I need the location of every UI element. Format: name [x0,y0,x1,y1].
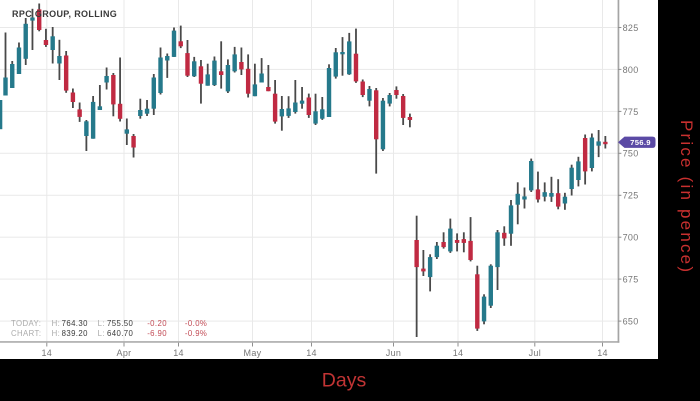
svg-text:775: 775 [623,107,639,117]
svg-text:Jun: Jun [386,348,401,358]
svg-text:H:: H: [52,329,61,338]
svg-text:-0.0%: -0.0% [185,319,207,328]
svg-text:756.9: 756.9 [630,138,651,147]
svg-text:755.50: 755.50 [107,319,134,328]
svg-text:May: May [244,348,262,358]
svg-text:H:: H: [52,319,61,328]
svg-text:800: 800 [623,65,639,75]
svg-text:-0.20: -0.20 [147,319,167,328]
svg-text:-6.90: -6.90 [147,329,167,338]
svg-text:14: 14 [453,348,464,358]
svg-text:RPC GROUP, ROLLING: RPC GROUP, ROLLING [12,9,117,19]
svg-text:L:: L: [98,319,105,328]
svg-text:700: 700 [623,233,639,243]
svg-text:640.70: 640.70 [107,329,134,338]
svg-text:14: 14 [306,348,317,358]
svg-text:825: 825 [623,23,639,33]
svg-text:750: 750 [623,149,639,159]
svg-text:764.30: 764.30 [62,319,89,328]
svg-text:14: 14 [173,348,184,358]
svg-text:CHART:: CHART: [11,329,41,338]
svg-text:Apr: Apr [117,348,132,358]
svg-text:14: 14 [597,348,608,358]
svg-text:725: 725 [623,191,639,201]
svg-text:650: 650 [623,317,639,327]
svg-text:14: 14 [41,348,52,358]
svg-text:Days: Days [322,369,367,391]
svg-text:-0.9%: -0.9% [185,329,207,338]
svg-text:839.20: 839.20 [62,329,89,338]
svg-text:675: 675 [623,275,639,285]
svg-text:Jul: Jul [529,348,541,358]
svg-text:L:: L: [98,329,105,338]
svg-text:TODAY:: TODAY: [11,319,41,328]
svg-text:Price (in pence): Price (in pence) [677,120,696,272]
